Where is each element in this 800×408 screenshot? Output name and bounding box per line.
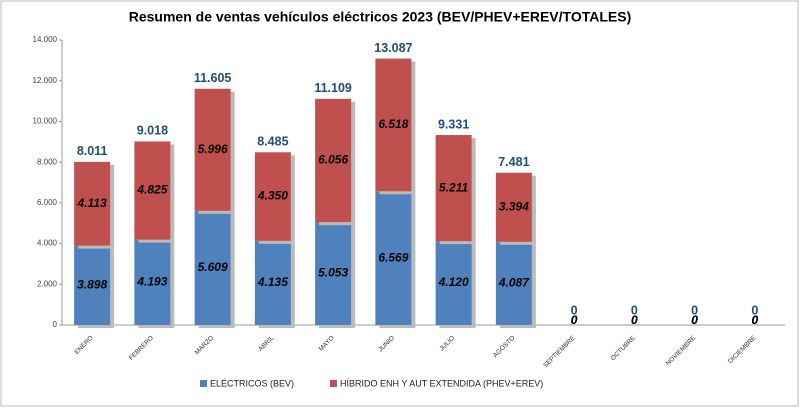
total-label: 7.481 [498,155,529,169]
y-tick-label: 4.000 [37,239,58,248]
data-label: 4.087 [498,276,530,290]
total-label: 0 [571,303,578,317]
total-label: 8.011 [77,144,108,158]
bar-segment [74,245,111,325]
bar-segment [435,135,472,242]
legend-swatch [330,380,337,387]
data-label: 0 [631,313,638,327]
data-label: 0 [752,313,759,327]
data-label: 0 [691,313,698,327]
data-label: 4.135 [257,275,288,289]
total-label: 0 [751,303,758,317]
bar-segment [74,161,111,246]
y-tick-label: 2.000 [37,279,58,288]
bar-segment [315,222,352,325]
data-label: 4.193 [136,274,167,288]
total-label: 9.018 [137,124,168,138]
y-tick-label: 6.000 [37,198,58,207]
data-label: 0 [752,313,759,327]
bar-segment [495,241,532,325]
total-label: 0 [631,303,638,317]
data-label: 0 [631,313,638,327]
y-tick-label: 14.000 [33,35,58,44]
data-label: 5.211 [439,180,468,194]
bar-segment [435,241,472,325]
bar-segment [315,98,352,223]
legend-label: HÍBRIDO ENH Y AUT EXTENDIDA (PHEV+EREV) [340,378,543,388]
y-tick-label: 10.000 [33,117,58,126]
legend-label: ELÉCTRICOS (BEV) [210,378,294,388]
data-label: 6.569 [378,250,408,264]
data-label: 3.898 [77,277,107,291]
total-label: 9.331 [438,117,469,131]
data-label: 0 [571,313,578,327]
data-label: 0 [691,313,698,327]
data-label: 4.350 [257,189,288,203]
bar-segment [495,172,532,242]
bar-segment [254,152,291,241]
total-label: 11.605 [194,71,232,85]
data-label: 3.394 [499,199,529,213]
chart-title: Resumen de ventas vehículos eléctricos 2… [129,9,632,25]
total-label: 8.485 [257,135,288,149]
total-label: 13.087 [374,41,412,55]
bar-segment [134,141,171,240]
legend-swatch [200,380,207,387]
bar-segment [254,240,291,325]
data-label: 5.609 [198,260,228,274]
data-label: 6.518 [378,117,408,131]
data-label: 4.113 [77,196,107,210]
total-label: 11.109 [314,81,352,95]
bar-segment [375,58,412,192]
data-label: 4.120 [438,275,469,289]
data-label: 0 [571,313,578,327]
y-tick-label: 12.000 [33,76,58,85]
bar-segment [375,191,412,325]
data-label: 6.056 [318,153,348,167]
bar-segment [134,239,171,325]
data-label: 4.825 [136,183,167,197]
y-tick-label: 8.000 [37,157,58,166]
data-label: 5.996 [198,142,228,156]
bar-segment [194,88,231,211]
bar-segment [194,210,231,325]
y-tick-label: 0 [53,320,58,329]
data-label: 5.053 [318,266,348,280]
total-label: 0 [691,303,698,317]
